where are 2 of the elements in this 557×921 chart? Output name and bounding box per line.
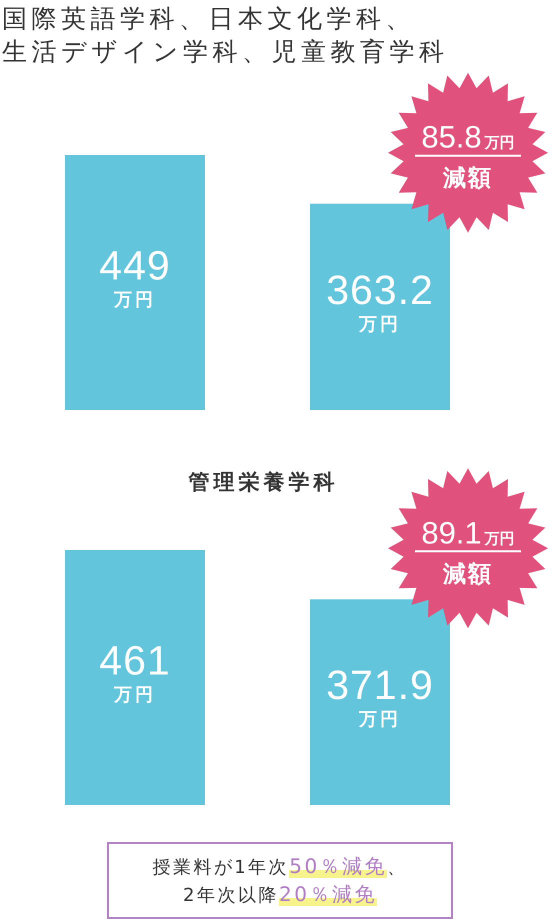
title: 国際英語学科、日本文化学科、生活デザイン学科、児童教育学科 [2, 3, 450, 68]
title: 管理栄養学科 [188, 469, 340, 496]
